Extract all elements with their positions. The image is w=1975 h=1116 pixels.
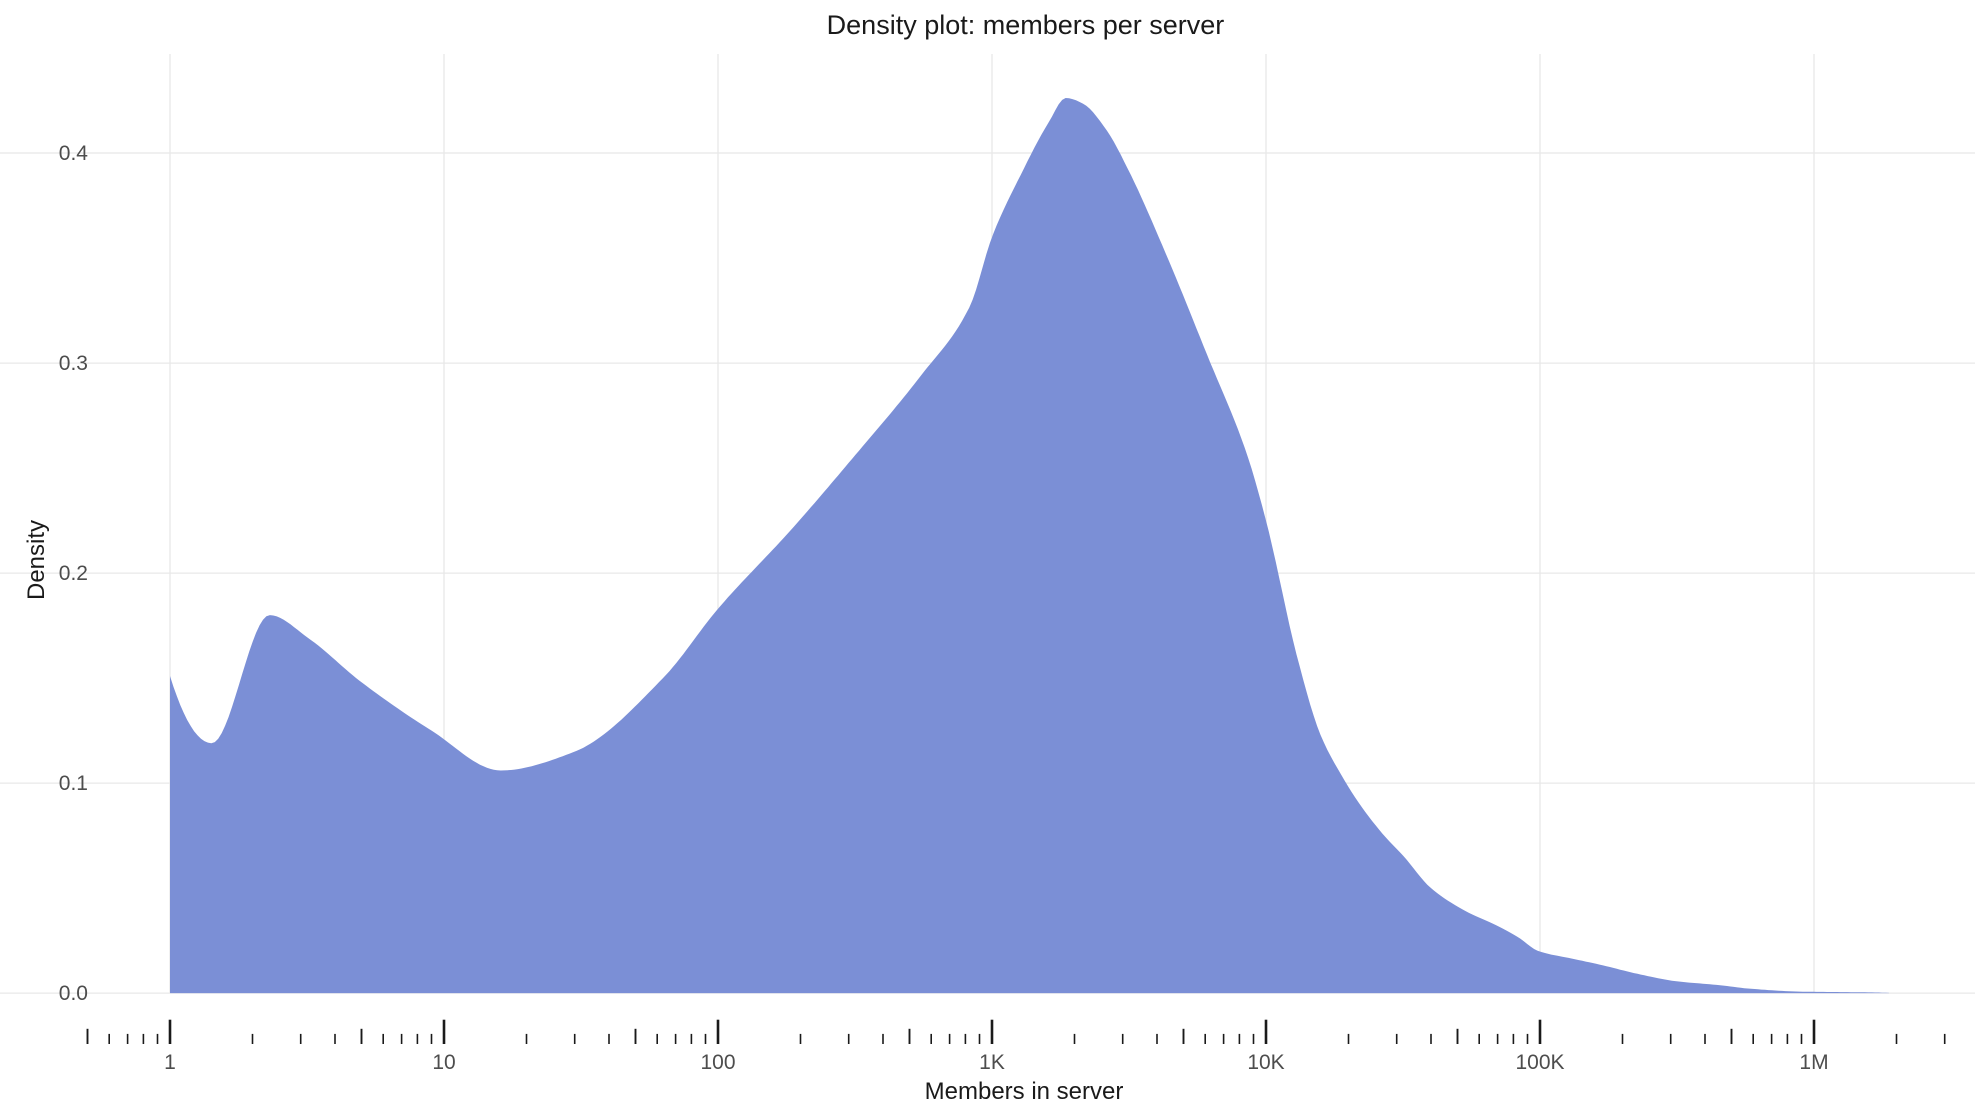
svg-text:0.2: 0.2 bbox=[59, 562, 88, 585]
svg-text:0.1: 0.1 bbox=[59, 772, 88, 795]
svg-text:100K: 100K bbox=[1515, 1051, 1564, 1074]
svg-text:0.3: 0.3 bbox=[59, 352, 88, 375]
svg-text:100: 100 bbox=[700, 1051, 735, 1074]
svg-text:1: 1 bbox=[164, 1051, 176, 1074]
svg-text:1M: 1M bbox=[1799, 1051, 1828, 1074]
svg-text:10: 10 bbox=[432, 1051, 455, 1074]
svg-text:10K: 10K bbox=[1247, 1051, 1284, 1074]
svg-text:1K: 1K bbox=[979, 1051, 1005, 1074]
svg-text:0.4: 0.4 bbox=[59, 142, 89, 165]
svg-text:0.0: 0.0 bbox=[59, 982, 88, 1005]
